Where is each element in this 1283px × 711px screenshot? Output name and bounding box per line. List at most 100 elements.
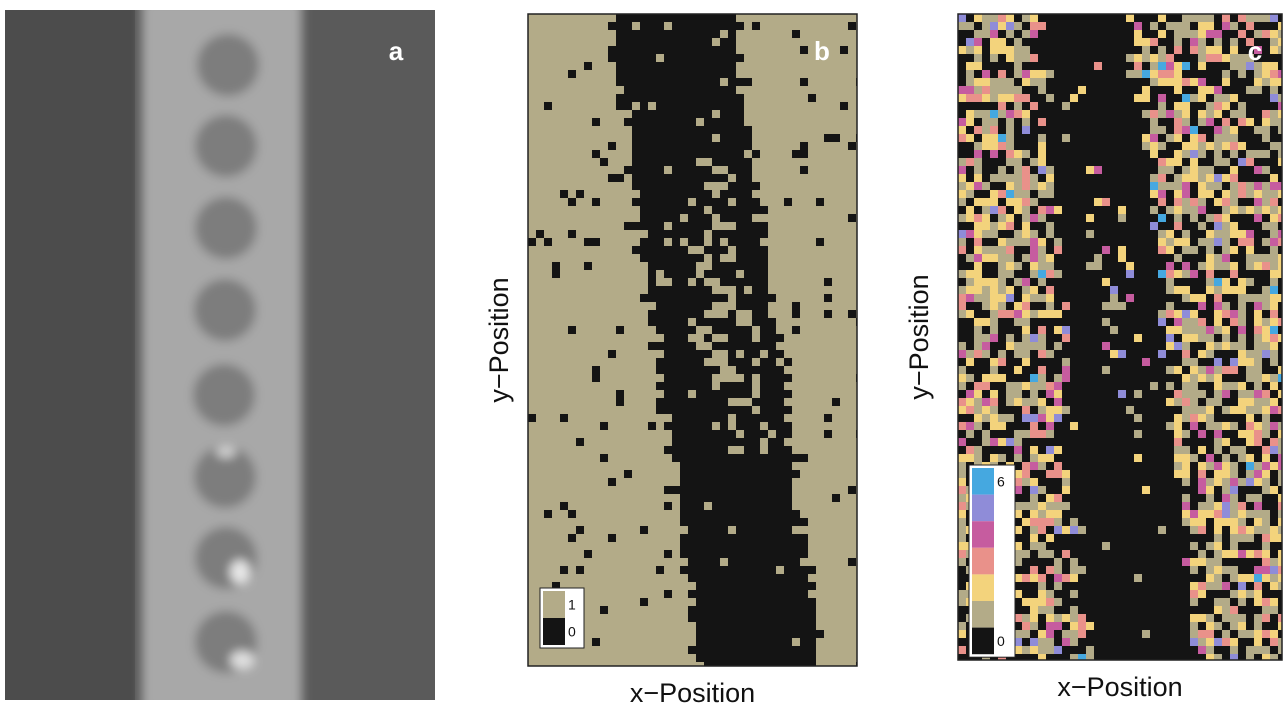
pixel — [1238, 438, 1246, 446]
pixel — [712, 126, 720, 134]
pixel — [736, 646, 744, 654]
pixel — [1158, 430, 1166, 438]
pixel — [1110, 278, 1118, 286]
pixel — [672, 342, 680, 350]
pixel — [1070, 134, 1078, 142]
pixel — [1222, 494, 1230, 502]
pixel — [1206, 398, 1214, 406]
pixel — [1070, 30, 1078, 38]
pixel — [1254, 470, 1262, 478]
pixel — [1078, 286, 1086, 294]
legend-swatch — [543, 618, 565, 645]
pixel — [760, 270, 768, 278]
pixel — [664, 214, 672, 222]
pixel — [712, 478, 720, 486]
pixel — [1174, 302, 1182, 310]
pixel — [1190, 582, 1198, 590]
pixel — [1270, 438, 1278, 446]
pixel — [736, 22, 744, 30]
pixel — [696, 582, 704, 590]
pixel — [1222, 510, 1230, 518]
pixel — [688, 134, 696, 142]
pixel — [1134, 86, 1142, 94]
pixel — [1150, 526, 1158, 534]
pixel — [1174, 622, 1182, 630]
pixel — [1214, 382, 1222, 390]
pixel — [1174, 478, 1182, 486]
pixel — [1102, 630, 1110, 638]
pixel — [1158, 366, 1166, 374]
pixel — [1102, 102, 1110, 110]
pixel — [648, 262, 656, 270]
pixel — [1054, 166, 1062, 174]
pixel — [616, 46, 624, 54]
pixel — [744, 246, 752, 254]
pixel — [712, 110, 720, 118]
pixel — [1022, 478, 1030, 486]
pixel — [1206, 94, 1214, 102]
pixel — [720, 454, 728, 462]
pixel — [958, 46, 966, 54]
pixel — [1270, 518, 1278, 526]
pixel — [1118, 22, 1126, 30]
pixel — [1190, 406, 1198, 414]
pixel — [1006, 86, 1014, 94]
pixel — [1038, 646, 1046, 654]
pixel — [792, 622, 800, 630]
pixel — [704, 38, 712, 46]
pixel — [990, 230, 998, 238]
pixel — [1206, 414, 1214, 422]
pixel — [1150, 558, 1158, 566]
pixel — [1270, 246, 1278, 254]
pixel — [728, 214, 736, 222]
pixel — [1086, 318, 1094, 326]
pixel — [1254, 286, 1262, 294]
pixel — [958, 230, 966, 238]
pixel — [808, 622, 816, 630]
pixel — [712, 550, 720, 558]
pixel — [1142, 414, 1150, 422]
pixel — [656, 70, 664, 78]
pixel — [1246, 174, 1254, 182]
pixel — [1238, 550, 1246, 558]
pixel — [1110, 358, 1118, 366]
pixel — [1166, 182, 1174, 190]
pixel — [688, 118, 696, 126]
pixel — [1094, 382, 1102, 390]
pixel — [1254, 614, 1262, 622]
pixel — [1014, 102, 1022, 110]
pixel — [1238, 198, 1246, 206]
pixel — [1230, 406, 1238, 414]
pixel — [1030, 582, 1038, 590]
pixel — [672, 294, 680, 302]
pixel — [1046, 646, 1054, 654]
pixel — [1022, 526, 1030, 534]
pixel — [1094, 174, 1102, 182]
pixel — [1206, 294, 1214, 302]
pixel — [1158, 182, 1166, 190]
pixel — [744, 326, 752, 334]
pixel — [1182, 350, 1190, 358]
pixel — [688, 86, 696, 94]
pixel — [1206, 182, 1214, 190]
pixel — [1070, 238, 1078, 246]
pixel — [648, 174, 656, 182]
pixel — [688, 246, 696, 254]
pixel — [664, 350, 672, 358]
pixel — [1110, 654, 1118, 660]
pixel — [1038, 598, 1046, 606]
pixel — [1054, 70, 1062, 78]
pixel — [1022, 638, 1030, 646]
pixel — [1030, 206, 1038, 214]
pixel — [1094, 222, 1102, 230]
pixel — [1230, 46, 1238, 54]
pixel — [736, 446, 744, 454]
pixel — [1046, 126, 1054, 134]
pixel — [640, 182, 648, 190]
pixel — [752, 398, 760, 406]
pixel — [1102, 30, 1110, 38]
pixel — [672, 382, 680, 390]
pixel — [1158, 222, 1166, 230]
pixel — [1222, 318, 1230, 326]
pixel — [1046, 558, 1054, 566]
